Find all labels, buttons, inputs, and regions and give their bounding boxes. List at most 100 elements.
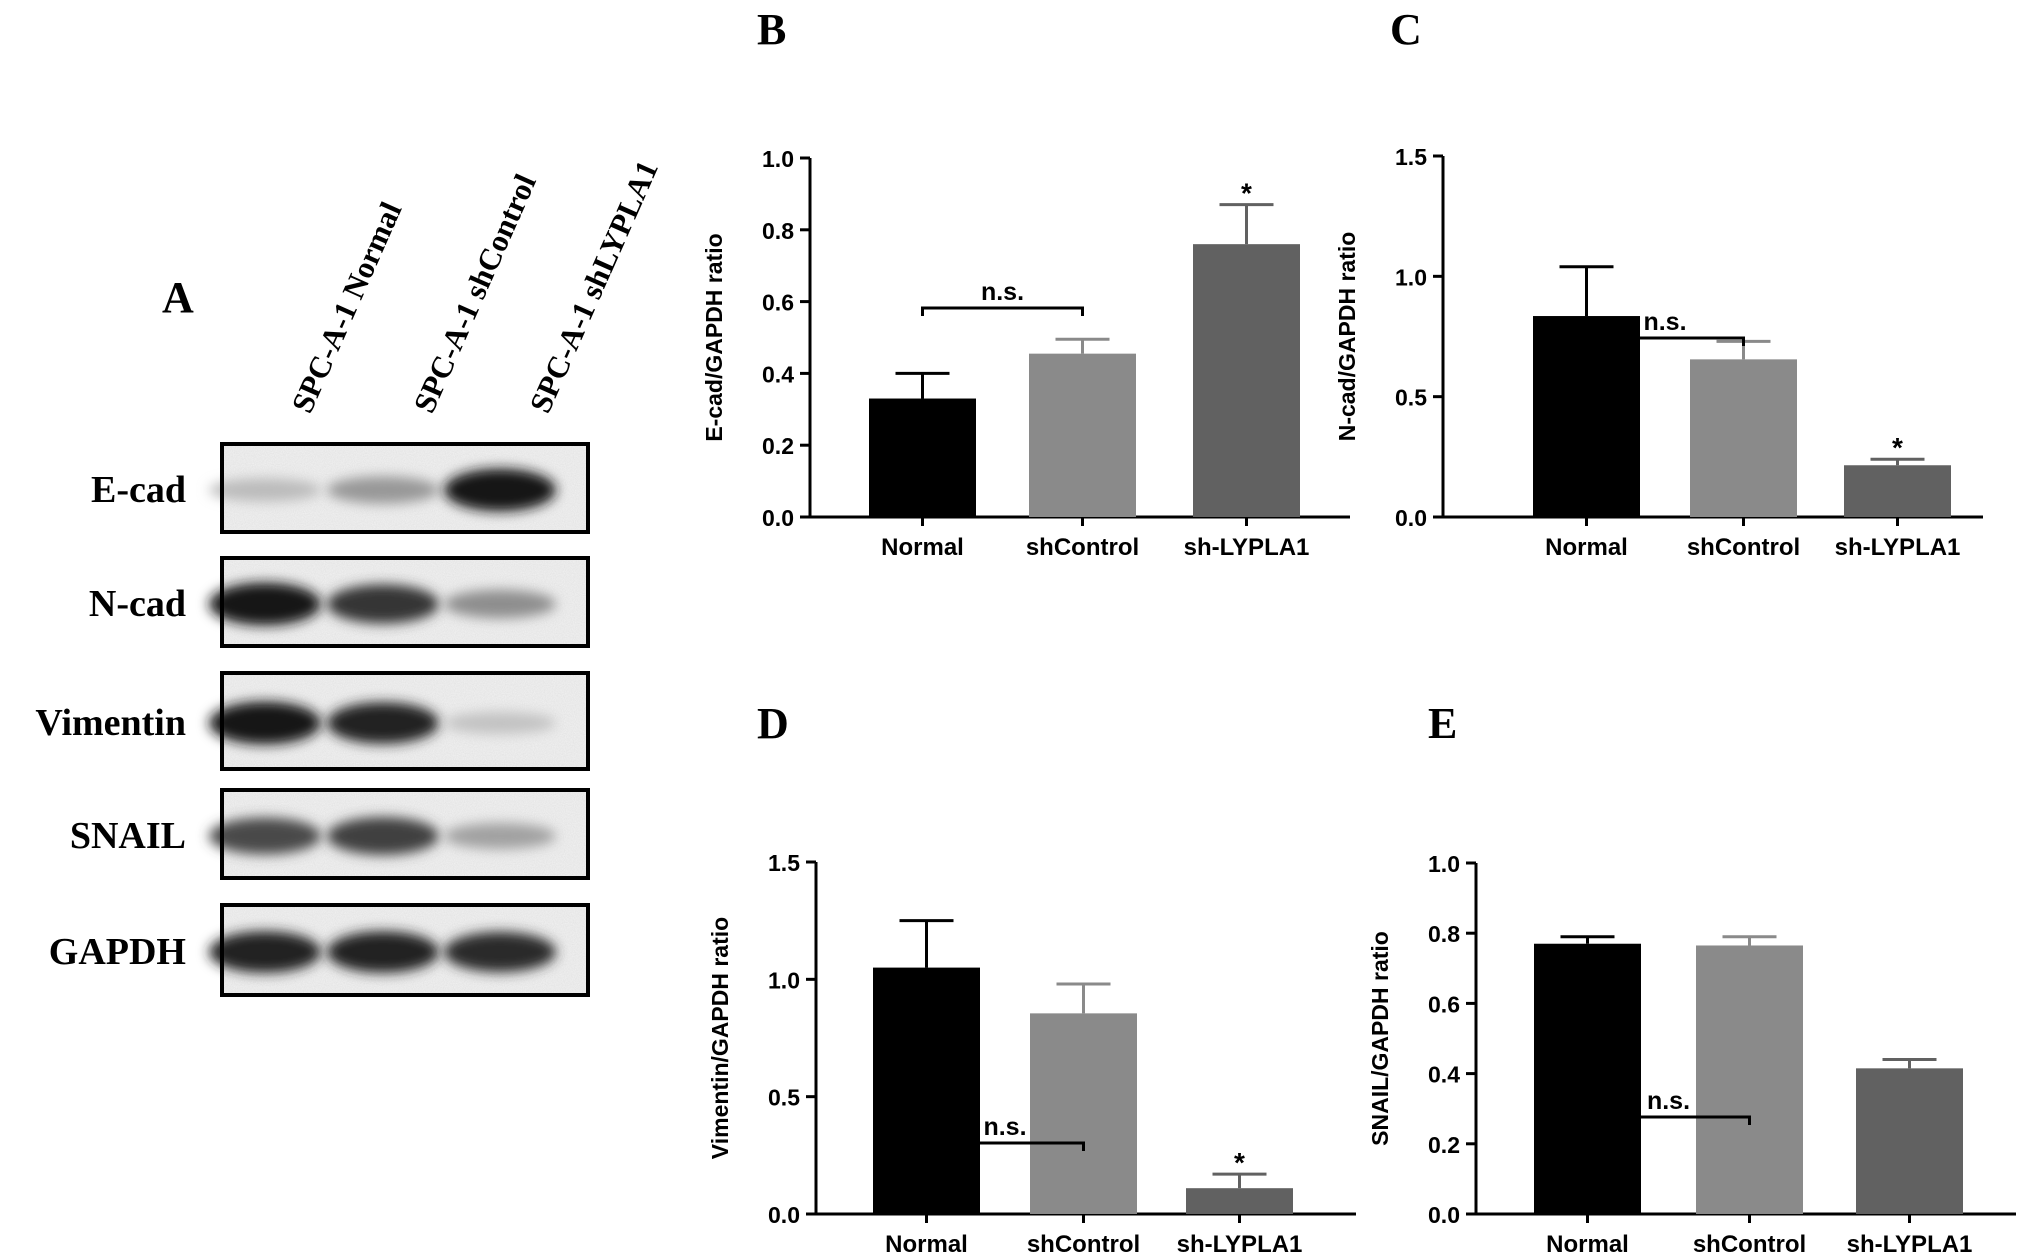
x-tick-label: sh-LYPLA1 xyxy=(1847,1231,1973,1258)
chart-panel-d: D 0.0 0.5 1.0 1.5 Vimentin/GAPDH ratio Normal… xyxy=(707,699,1356,1258)
x-tick-label: Normal xyxy=(1545,534,1628,561)
blot-frame xyxy=(220,788,590,880)
significance-bracket xyxy=(1585,336,1745,346)
y-tick-label: 0.0 xyxy=(768,1202,800,1228)
bar xyxy=(1029,353,1136,517)
chart-panel-c: C 0.0 0.5 1.0 1.5 N-cad/GAPDH ratio Normal shC… xyxy=(1334,5,1983,561)
y-axis-label: E-cad/GAPDH ratio xyxy=(701,233,727,441)
panel-letter-d: D xyxy=(757,699,789,748)
blot-frame xyxy=(220,442,590,534)
blot-band xyxy=(444,823,556,849)
panel-letter-a: A xyxy=(162,273,194,322)
blot-band xyxy=(327,702,439,744)
blot-frame xyxy=(220,556,590,648)
bar xyxy=(873,967,980,1214)
blot-label: E-cad xyxy=(91,469,186,511)
lane-label: SPC-A-1 shLYPLA1 xyxy=(522,155,665,418)
blot-label: N-cad xyxy=(89,583,186,625)
bar xyxy=(1534,943,1641,1214)
blot-band xyxy=(444,589,556,619)
y-tick-label: 1.0 xyxy=(1395,264,1427,290)
significance-star: * xyxy=(1234,1147,1245,1178)
x-tick-label: sh-LYPLA1 xyxy=(1835,534,1961,561)
blot-strip: GAPDH xyxy=(49,903,590,997)
bar xyxy=(869,398,976,517)
y-axis-label: SNAIL/GAPDH ratio xyxy=(1367,931,1393,1146)
y-axis-label: N-cad/GAPDH ratio xyxy=(1334,232,1360,442)
lane-label: SPC-A-1 shControl xyxy=(406,169,543,418)
y-tick-label: 0.0 xyxy=(762,505,794,531)
y-tick-label: 0.0 xyxy=(1395,505,1427,531)
panel-letter-c: C xyxy=(1390,5,1422,54)
blot-label: SNAIL xyxy=(70,815,186,857)
bar xyxy=(1696,945,1803,1214)
y-tick-label: 0.5 xyxy=(1395,385,1427,411)
blot-band xyxy=(327,817,439,855)
x-tick-label: shControl xyxy=(1027,1231,1140,1258)
significance-label: n.s. xyxy=(1643,308,1686,336)
x-tick-label: shControl xyxy=(1026,534,1139,561)
blot-band xyxy=(327,931,439,973)
x-tick-label: sh-LYPLA1 xyxy=(1184,534,1310,561)
y-tick-label: 1.0 xyxy=(1428,851,1460,877)
significance-bracket xyxy=(921,306,1084,316)
blot-band xyxy=(444,931,556,973)
blot-band xyxy=(209,931,321,973)
y-tick-label: 0.2 xyxy=(762,433,794,459)
bar xyxy=(1690,359,1797,517)
blot-band xyxy=(209,478,321,502)
blot-band xyxy=(209,817,321,855)
bar xyxy=(1193,244,1300,517)
y-tick-label: 1.0 xyxy=(768,967,800,993)
blot-band xyxy=(209,701,321,745)
x-tick-label: sh-LYPLA1 xyxy=(1177,1231,1303,1258)
y-tick-label: 0.5 xyxy=(768,1085,800,1111)
bar xyxy=(1844,465,1951,517)
blot-strip: SNAIL xyxy=(70,788,590,880)
chart-panel-b: B 0.0 0.2 0.4 0.6 0.8 1.0 E-cad/GAPDH ratio Nor… xyxy=(701,5,1350,561)
significance-label: n.s. xyxy=(1647,1087,1690,1115)
x-tick-label: shControl xyxy=(1693,1231,1806,1258)
blot-strip: E-cad xyxy=(91,442,590,534)
blot-label: Vimentin xyxy=(35,702,186,744)
blot-frame xyxy=(220,671,590,771)
blot-strip: N-cad xyxy=(89,556,590,648)
blot-label: GAPDH xyxy=(49,931,186,973)
y-tick-label: 0.2 xyxy=(1428,1132,1460,1158)
y-tick-label: 0.8 xyxy=(762,218,794,244)
y-tick-label: 1.5 xyxy=(768,850,800,876)
y-tick-label: 0.6 xyxy=(1428,991,1460,1017)
y-tick-label: 0.6 xyxy=(762,290,794,316)
significance-label: n.s. xyxy=(983,1113,1026,1141)
blot-band xyxy=(327,584,439,624)
blot-strip: Vimentin xyxy=(35,671,590,771)
significance-star: * xyxy=(1892,432,1903,463)
bar xyxy=(1186,1188,1293,1214)
x-tick-label: Normal xyxy=(881,534,964,561)
blot-frame xyxy=(220,903,590,997)
blot-strips: E-cad N-cad Vimentin SNAIL GAPDH xyxy=(35,442,590,997)
significance-star: * xyxy=(1241,178,1252,209)
y-tick-label: 0.4 xyxy=(762,361,794,387)
blot-band xyxy=(444,712,556,734)
panel-letter-b: B xyxy=(757,5,786,54)
blot-band xyxy=(209,582,321,626)
x-tick-label: Normal xyxy=(1546,1231,1629,1258)
x-tick-label: shControl xyxy=(1687,534,1800,561)
y-axis-label: Vimentin/GAPDH ratio xyxy=(707,917,733,1159)
blot-band xyxy=(444,468,556,512)
significance-bracket xyxy=(925,1141,1085,1151)
blot-band xyxy=(327,476,439,504)
chart-panel-e: E 0.0 0.2 0.4 0.6 0.8 1.0 SNAIL/GAPDH ratio Nor… xyxy=(1367,699,2016,1258)
y-tick-label: 1.5 xyxy=(1395,144,1427,170)
y-tick-label: 0.0 xyxy=(1428,1202,1460,1228)
bar xyxy=(1030,1013,1137,1214)
lane-label: SPC-A-1 Normal xyxy=(284,196,408,417)
panel-letter-e: E xyxy=(1428,699,1457,748)
significance-bracket xyxy=(1586,1115,1751,1125)
y-tick-label: 0.8 xyxy=(1428,921,1460,947)
significance-label: n.s. xyxy=(981,278,1024,306)
